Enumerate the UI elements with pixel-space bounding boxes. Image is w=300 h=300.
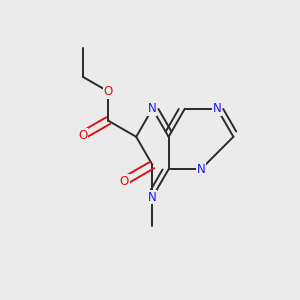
Text: N: N bbox=[148, 191, 157, 204]
Text: N: N bbox=[213, 102, 222, 115]
Text: O: O bbox=[120, 175, 129, 188]
Text: O: O bbox=[103, 85, 113, 98]
Text: N: N bbox=[196, 163, 206, 176]
Text: O: O bbox=[78, 129, 88, 142]
Text: N: N bbox=[148, 102, 157, 115]
